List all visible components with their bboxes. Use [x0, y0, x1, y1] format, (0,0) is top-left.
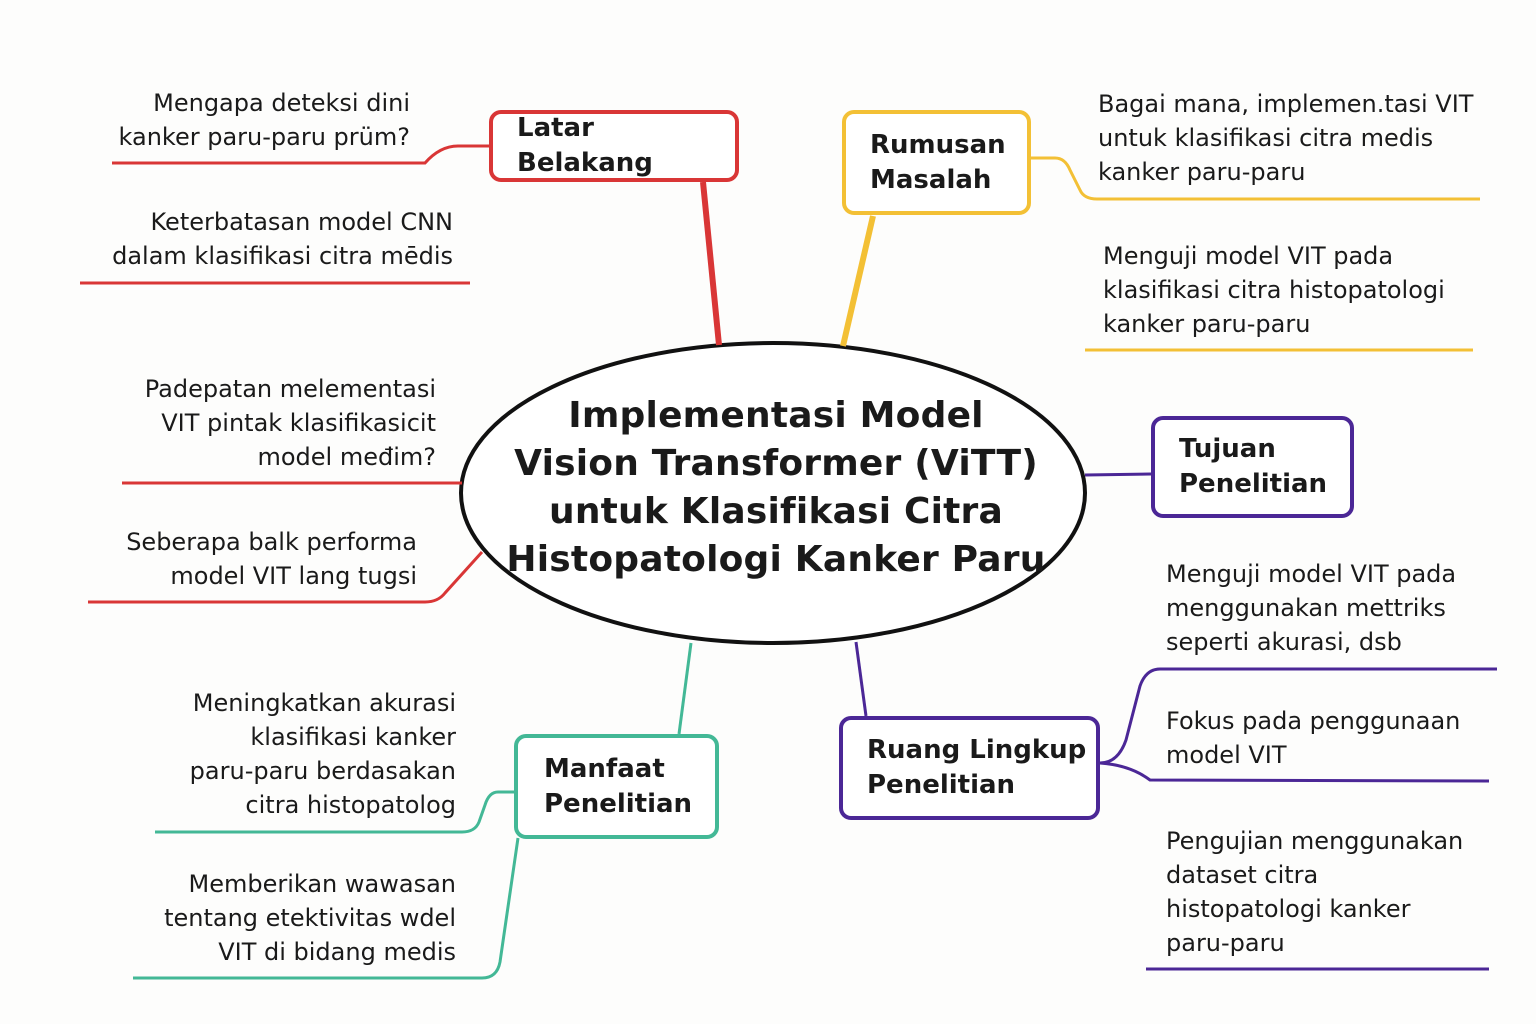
- latar-belakang-label: Latar Belakang: [517, 113, 653, 178]
- latar-connectors: [80, 144, 722, 604]
- central-title-line: Histopatologi Kanker Paru: [506, 539, 1046, 580]
- tujuan-connectors: [854, 472, 1497, 971]
- latar-note4-underline: [88, 550, 484, 604]
- manfaat-note-2: Memberikan wawasan tentang etektivitas w…: [164, 870, 456, 966]
- rumusan-masalah-node[interactable]: Rumusan Masalah: [842, 110, 1031, 215]
- central-title-line: Vision Transformer (ViTT): [514, 443, 1038, 484]
- latar-note-4: Seberapa balk performa model VIT lang tu…: [126, 528, 417, 590]
- manfaat-main-link: [677, 642, 693, 735]
- latar-belakang-node[interactable]: Latar Belakang: [489, 110, 739, 182]
- latar-note-2: Keterbatasan model CNN dalam klasifikasi…: [112, 208, 453, 270]
- latar-note-1: Mengapa deteksi dini kanker paru-paru pr…: [118, 89, 410, 151]
- tujuan-penelitian-node[interactable]: Tujuan Penelitian: [1151, 416, 1354, 518]
- manfaat-penelitian-label: Manfaat Penelitian: [544, 753, 693, 819]
- latar-main-link: [700, 181, 722, 346]
- ruang-note-3: Pengujian menggunakan dataset citra hist…: [1166, 827, 1464, 957]
- rumusan-note1-underline: [1031, 156, 1480, 201]
- rumusan-masalah-label: Rumusan Masalah: [870, 129, 1006, 195]
- tujuan-penelitian-label: Tujuan Penelitian: [1179, 434, 1328, 499]
- manfaat-connectors: [133, 642, 693, 980]
- latar-note-3: Padepatan melementasi VIT pintak klasifi…: [144, 375, 436, 471]
- ruang-main-link: [854, 641, 868, 717]
- ruang-note-1: Menguji model VIT pada menggunakan mettr…: [1166, 560, 1457, 656]
- ruang-lingkup-node[interactable]: Ruang Lingkup Penelitian: [839, 716, 1100, 820]
- rumusan-main-link: [840, 215, 876, 347]
- central-title-line: untuk Klasifikasi Citra: [548, 491, 1004, 532]
- central-title: Implementasi Model Vision Transformer (V…: [500, 392, 1052, 584]
- manfaat-penelitian-node[interactable]: Manfaat Penelitian: [514, 734, 719, 839]
- rumusan-note-2: Menguji model VIT pada klasifikasi citra…: [1103, 242, 1445, 338]
- ruang-note-2: Fokus pada penggunaan model VIT: [1166, 707, 1461, 769]
- tujuan-main-link: [1084, 472, 1152, 477]
- ruang-note2-underline: [1099, 761, 1490, 783]
- rumusan-note-1: Bagai mana, implemen.tasi VIT untuk klas…: [1098, 90, 1474, 186]
- ruang-note1-underline: [1099, 667, 1497, 765]
- ruang-lingkup-label: Ruang Lingkup Penelitian: [867, 735, 1087, 800]
- rumusan-connectors: [840, 156, 1480, 352]
- manfaat-note-1: Meningkatkan akurasi klasifikasi kanker …: [189, 689, 456, 819]
- manfaat-note1-underline: [155, 790, 516, 834]
- latar-note1-underline: [112, 144, 490, 165]
- central-title-line: Implementasi Model: [568, 395, 984, 436]
- central-node[interactable]: [459, 341, 1087, 645]
- manfaat-note2-underline: [133, 837, 520, 980]
